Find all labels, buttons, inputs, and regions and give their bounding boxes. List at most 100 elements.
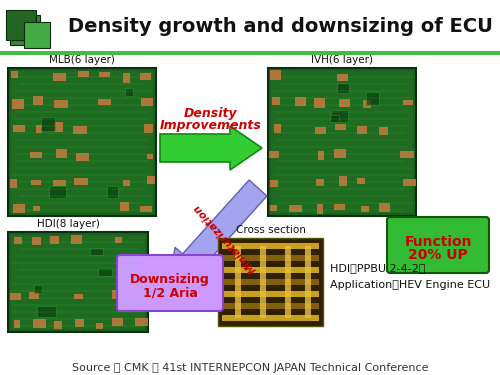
Bar	[335, 124, 345, 130]
Bar	[270, 151, 279, 158]
Bar	[268, 68, 416, 216]
Bar	[54, 100, 68, 108]
Bar	[400, 151, 413, 158]
FancyBboxPatch shape	[387, 217, 489, 273]
Bar	[96, 323, 102, 329]
Bar	[123, 180, 130, 186]
Bar	[315, 127, 326, 134]
Text: Function: Function	[404, 235, 472, 249]
Bar	[98, 99, 110, 105]
Bar	[366, 92, 380, 105]
Bar	[314, 98, 324, 108]
Text: Density: Density	[184, 107, 238, 120]
Text: Downsizing: Downsizing	[130, 273, 210, 285]
Bar	[338, 74, 348, 81]
Bar	[222, 243, 319, 249]
Bar	[340, 99, 349, 107]
Text: 1/2 Aria: 1/2 Aria	[142, 286, 198, 300]
Bar	[114, 237, 122, 243]
Bar	[330, 116, 338, 122]
Bar	[140, 206, 152, 212]
Bar	[123, 73, 130, 83]
Bar	[136, 318, 148, 326]
Bar	[318, 151, 324, 160]
Bar	[34, 285, 42, 293]
Bar	[339, 176, 346, 186]
Bar	[49, 186, 66, 198]
Bar	[260, 246, 266, 318]
Text: 20% UP: 20% UP	[408, 248, 468, 262]
Bar	[363, 100, 371, 108]
Bar	[74, 126, 87, 135]
Bar	[12, 71, 18, 78]
Text: HDI（PPBU 2-4-2）: HDI（PPBU 2-4-2）	[330, 263, 426, 273]
Bar	[331, 110, 348, 123]
Bar	[116, 262, 127, 272]
Bar	[32, 96, 44, 105]
Bar	[90, 249, 103, 255]
Bar	[274, 124, 281, 133]
Bar	[6, 10, 36, 40]
Bar	[147, 177, 155, 184]
Bar	[100, 72, 110, 76]
Bar	[36, 125, 43, 133]
Bar	[41, 117, 55, 130]
Bar	[317, 204, 324, 213]
Bar	[74, 319, 84, 327]
Bar	[316, 179, 324, 186]
Bar	[378, 202, 390, 211]
Bar	[33, 319, 46, 328]
Bar	[8, 68, 156, 216]
Text: Density growth and downsizing of ECU case: Density growth and downsizing of ECU cas…	[68, 18, 500, 36]
Bar	[50, 236, 59, 244]
Bar	[222, 303, 319, 309]
Bar	[235, 246, 241, 318]
Bar	[74, 294, 83, 299]
Bar	[222, 315, 319, 321]
Bar	[289, 205, 302, 212]
Bar	[33, 206, 40, 212]
Bar	[296, 97, 306, 106]
Bar	[270, 70, 281, 80]
Bar	[142, 98, 154, 106]
Text: HDI(8 layer): HDI(8 layer)	[36, 219, 100, 229]
Bar	[11, 71, 153, 213]
Bar	[32, 237, 40, 244]
Bar	[270, 206, 277, 211]
Bar	[285, 246, 291, 318]
Bar	[11, 235, 145, 329]
Bar	[71, 235, 82, 243]
Bar	[222, 291, 319, 297]
Bar	[112, 318, 123, 326]
Bar	[54, 321, 62, 328]
Bar	[358, 126, 367, 134]
Bar	[54, 122, 64, 132]
Bar	[10, 179, 17, 188]
Bar	[112, 290, 124, 298]
Text: MLB(6 layer): MLB(6 layer)	[49, 55, 115, 65]
Bar	[272, 97, 280, 105]
FancyBboxPatch shape	[117, 255, 223, 311]
Bar	[218, 238, 323, 326]
Bar	[8, 232, 148, 332]
Bar	[402, 100, 413, 105]
Bar	[222, 279, 319, 285]
Bar	[52, 180, 66, 186]
Bar	[56, 149, 67, 158]
Text: Application：HEV Engine ECU: Application：HEV Engine ECU	[330, 280, 490, 290]
Bar	[14, 320, 20, 327]
Bar	[147, 154, 153, 159]
Text: Improvements: Improvements	[160, 119, 262, 132]
Bar	[10, 15, 40, 45]
Bar	[222, 255, 319, 261]
Bar	[222, 267, 319, 273]
Bar	[24, 22, 50, 48]
Bar	[357, 178, 365, 184]
Bar	[14, 237, 22, 244]
Bar	[32, 180, 41, 185]
Text: IVH(6 layer): IVH(6 layer)	[311, 55, 373, 65]
Bar	[305, 246, 311, 318]
Bar	[0, 51, 500, 55]
Polygon shape	[168, 180, 267, 288]
Bar	[98, 268, 112, 276]
